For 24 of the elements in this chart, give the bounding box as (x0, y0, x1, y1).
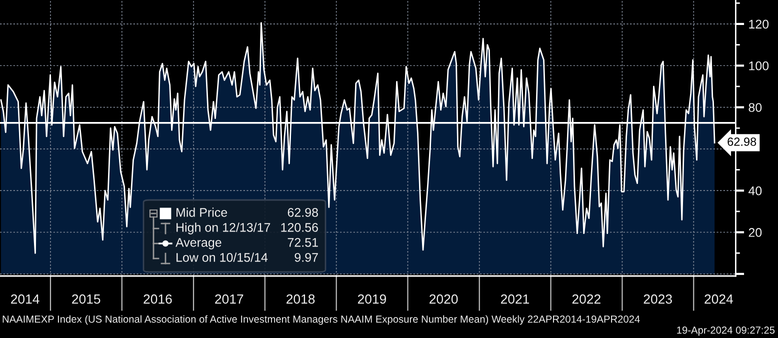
text: 62.98 (288, 208, 318, 217)
x-tick-label: 2014 (11, 294, 40, 304)
annotation: High on 12/13/17 120.56 (176, 222, 318, 234)
y-tick-label: 40 (748, 186, 762, 196)
x-tick-label: 2023 (644, 294, 672, 304)
y-tick-label: 20 (748, 228, 762, 237)
text: Low on 10/15/14 9.97 (176, 252, 318, 262)
y-tick-label: 100 (749, 61, 769, 70)
x-tick-label: 2020 (430, 294, 458, 304)
x-tick-label: 2018 (286, 294, 315, 304)
text: NAAIMEXP Index (US National Association of Active Investment Managers NAAIM Exposure Number Mean) Weekly 22APR2014-19APR2024 (2, 315, 640, 325)
x-tick-label: 2024 (704, 294, 733, 304)
x-tick-label: 2015 (72, 294, 100, 304)
x-tick-label: 2017 (215, 294, 244, 304)
y-tick-label: 120 (749, 20, 769, 29)
legend-label: Mid Price (176, 208, 228, 217)
y-tick-label: 80 (748, 103, 762, 112)
x-tick-label: 2022 (572, 294, 600, 304)
x-tick-label: 2019 (358, 294, 386, 304)
text: Average 72.51 (176, 238, 318, 250)
data-label: 62.98 (728, 138, 756, 146)
text: 19-Apr-2024 09:27:25 (677, 326, 775, 336)
x-tick-label: 2016 (144, 294, 172, 304)
x-tick-label: 2021 (500, 294, 530, 304)
